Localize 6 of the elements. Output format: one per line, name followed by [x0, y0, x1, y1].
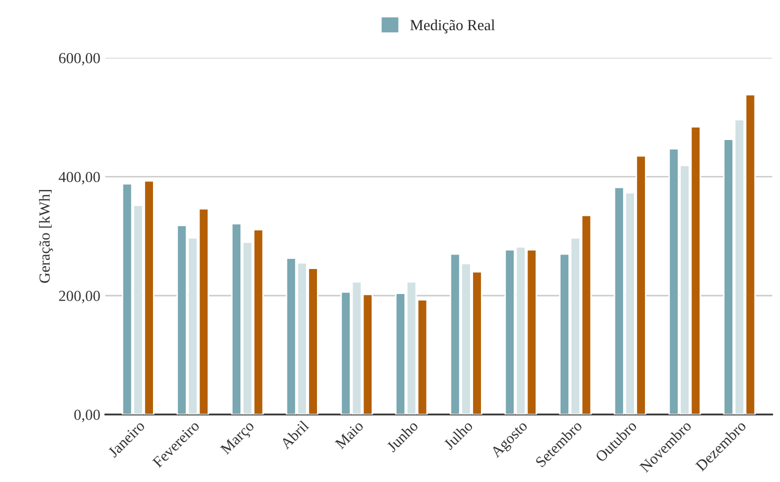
- y-tick-label: 200,00: [59, 290, 100, 304]
- y-tick-label: 0,00: [74, 410, 100, 422]
- y-tick-label: 600,00: [59, 52, 100, 66]
- y-tick-label: 400,00: [58, 172, 100, 184]
- y-axis-title: Geração [kWh]: [39, 190, 53, 283]
- legend-label: Medição Real: [410, 20, 495, 34]
